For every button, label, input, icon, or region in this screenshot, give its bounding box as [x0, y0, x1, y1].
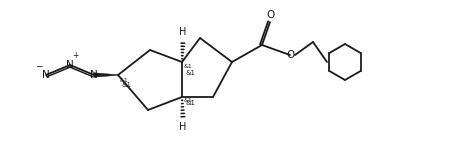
Text: N: N: [66, 60, 74, 70]
Text: N: N: [42, 70, 50, 80]
Text: H: H: [179, 122, 186, 132]
Text: H: H: [179, 27, 186, 37]
Text: &1: &1: [185, 100, 195, 106]
Text: &1: &1: [120, 78, 129, 83]
Text: −: −: [35, 61, 43, 70]
Text: O: O: [266, 10, 274, 20]
Text: N: N: [90, 70, 98, 80]
Text: &1: &1: [121, 82, 131, 88]
Text: &1: &1: [185, 70, 195, 76]
Text: &1: &1: [184, 98, 193, 103]
Text: +: +: [72, 51, 78, 60]
Text: O: O: [286, 50, 294, 60]
Text: &1: &1: [184, 64, 193, 69]
Polygon shape: [94, 73, 118, 77]
